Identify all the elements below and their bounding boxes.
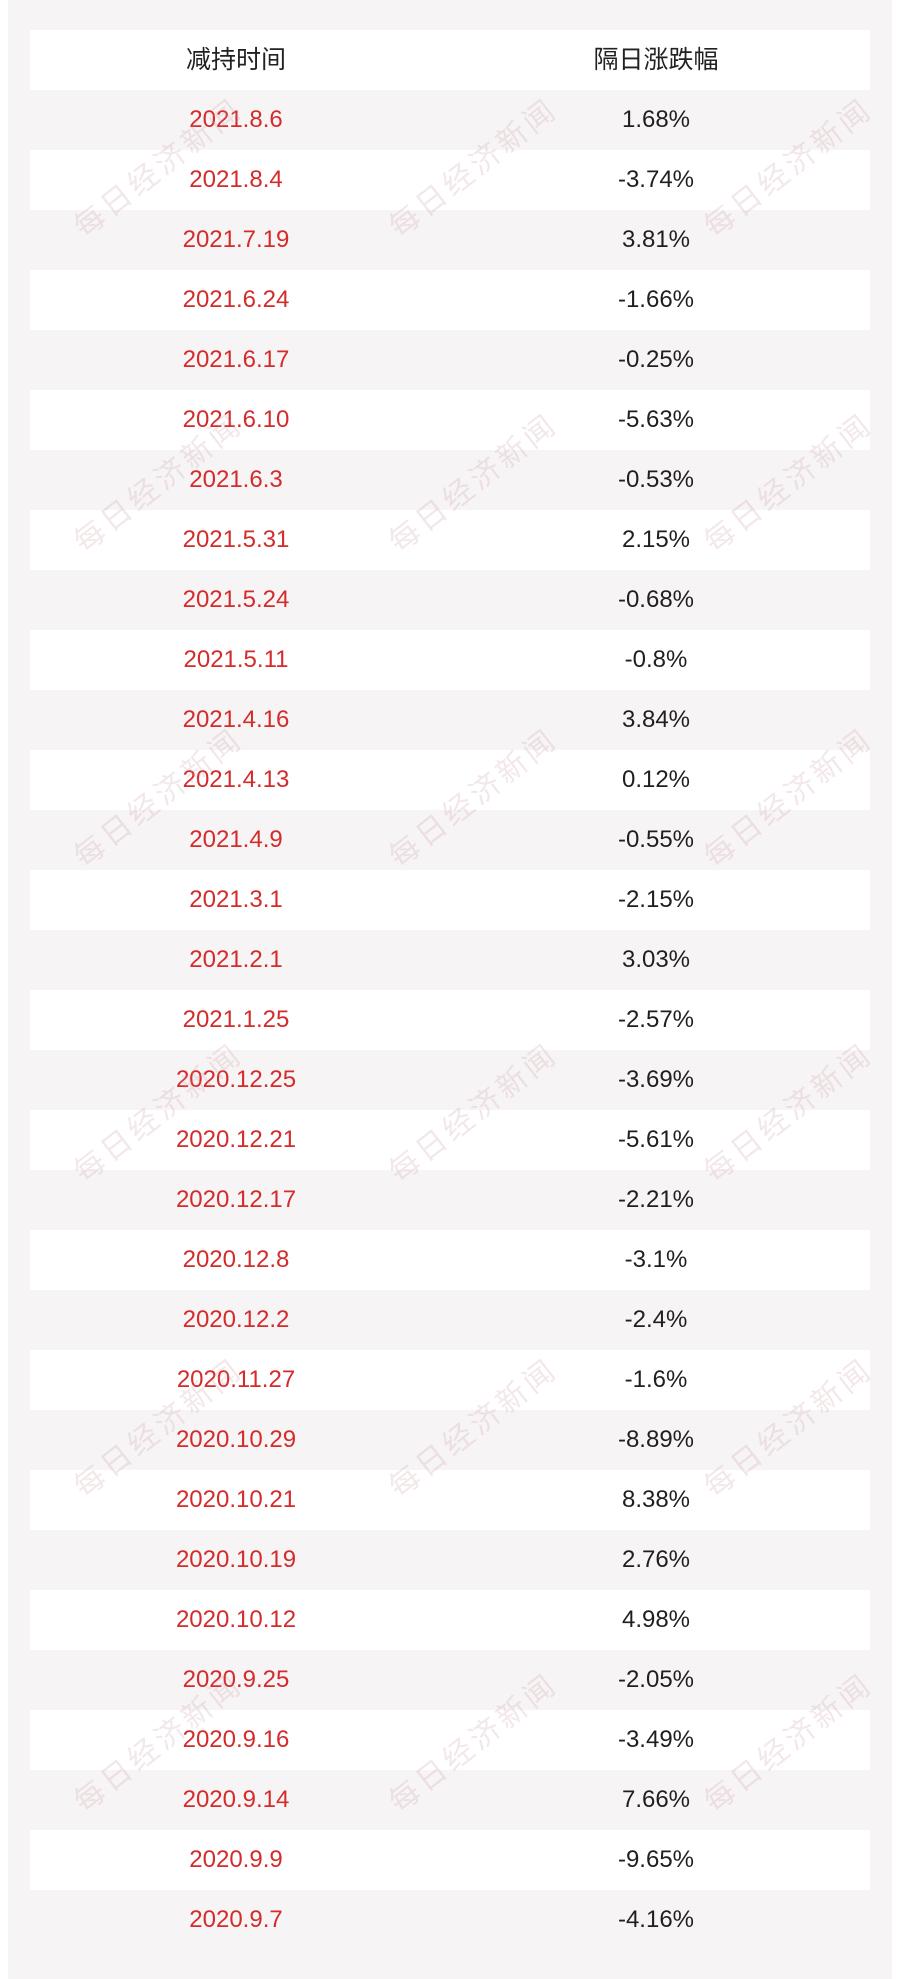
table-row: 2021.6.3 -0.53% [30, 450, 870, 510]
date-cell: 2021.6.17 [182, 346, 290, 373]
table-row: 2020.9.9 -9.65% [30, 1830, 870, 1890]
table-row: 2020.12.8 -3.1% [30, 1230, 870, 1290]
change-cell: -4.16% [617, 1906, 695, 1933]
date-cell: 2020.11.27 [176, 1366, 296, 1393]
date-cell: 2020.12.25 [175, 1066, 297, 1093]
date-cell: 2020.10.21 [175, 1486, 297, 1513]
change-cell: 0.12% [621, 766, 691, 793]
change-cell: 2.15% [621, 526, 691, 553]
change-cell: -9.65% [617, 1846, 695, 1873]
table-row: 2021.4.9 -0.55% [30, 810, 870, 870]
change-cell: 7.66% [621, 1786, 691, 1813]
table-row: 2020.10.29 -8.89% [30, 1410, 870, 1470]
change-cell: -3.1% [624, 1246, 688, 1273]
date-cell: 2021.4.9 [189, 826, 283, 853]
date-cell: 2021.1.25 [182, 1006, 290, 1033]
date-cell: 2021.6.24 [182, 286, 290, 313]
table-row: 2021.7.19 3.81% [30, 210, 870, 270]
change-cell: -2.15% [617, 886, 695, 913]
date-cell: 2020.12.8 [182, 1246, 290, 1273]
table-row: 2021.1.25 -2.57% [30, 990, 870, 1050]
date-cell: 2021.8.6 [189, 106, 283, 133]
header-change: 隔日涨跌幅 [593, 46, 719, 74]
table-row: 2021.5.31 2.15% [30, 510, 870, 570]
date-cell: 2021.5.11 [183, 646, 289, 673]
table-row: 2021.8.4 -3.74% [30, 150, 870, 210]
date-cell: 2020.12.17 [175, 1186, 297, 1213]
date-cell: 2021.5.24 [182, 586, 290, 613]
change-cell: -3.74% [617, 166, 695, 193]
change-cell: -5.63% [617, 406, 695, 433]
date-cell: 2020.10.12 [175, 1606, 297, 1633]
table-row: 2020.12.21 -5.61% [30, 1110, 870, 1170]
change-cell: -0.53% [617, 466, 695, 493]
table-row: 2021.3.1 -2.15% [30, 870, 870, 930]
reduction-table: 减持时间 隔日涨跌幅 2021.8.6 1.68% 2021.8.4 -3.74% 20… [30, 30, 870, 1950]
change-cell: -2.4% [624, 1306, 688, 1333]
change-cell: -1.6% [624, 1366, 688, 1393]
date-cell: 2020.10.29 [175, 1426, 297, 1453]
table-row: 2020.11.27 -1.6% [30, 1350, 870, 1410]
table-row: 2020.9.16 -3.49% [30, 1710, 870, 1770]
table-row: 2020.9.14 7.66% [30, 1770, 870, 1830]
change-cell: -0.25% [617, 346, 695, 373]
table-row: 2020.12.2 -2.4% [30, 1290, 870, 1350]
change-cell: 4.98% [621, 1606, 691, 1633]
date-cell: 2021.8.4 [189, 166, 283, 193]
date-cell: 2021.4.13 [182, 766, 290, 793]
change-cell: 2.76% [621, 1546, 691, 1573]
date-cell: 2020.9.7 [189, 1906, 283, 1933]
date-cell: 2020.9.16 [182, 1726, 290, 1753]
table-row: 2020.9.7 -4.16% [30, 1890, 870, 1950]
date-cell: 2021.4.16 [182, 706, 290, 733]
date-cell: 2020.9.9 [189, 1846, 283, 1873]
table-row: 2020.10.21 8.38% [30, 1470, 870, 1530]
change-cell: -3.49% [617, 1726, 695, 1753]
change-cell: -0.8% [624, 646, 688, 673]
table-row: 2020.12.25 -3.69% [30, 1050, 870, 1110]
change-cell: -3.69% [617, 1066, 695, 1093]
change-cell: -0.68% [617, 586, 695, 613]
date-cell: 2021.6.3 [189, 466, 283, 493]
table-row: 2020.9.25 -2.05% [30, 1650, 870, 1710]
change-cell: -2.05% [617, 1666, 695, 1693]
table-row: 2021.2.1 3.03% [30, 930, 870, 990]
change-cell: 3.84% [621, 706, 691, 733]
date-cell: 2021.7.19 [182, 226, 290, 253]
table-row: 2021.6.10 -5.63% [30, 390, 870, 450]
table-row: 2021.8.6 1.68% [30, 90, 870, 150]
change-cell: 8.38% [621, 1486, 691, 1513]
date-cell: 2021.5.31 [182, 526, 290, 553]
change-cell: 1.68% [621, 106, 691, 133]
date-cell: 2021.6.10 [182, 406, 290, 433]
change-cell: -2.21% [617, 1186, 695, 1213]
table-row: 2021.4.13 0.12% [30, 750, 870, 810]
change-cell: 3.81% [621, 226, 691, 253]
table-row: 2021.4.16 3.84% [30, 690, 870, 750]
date-cell: 2020.10.19 [175, 1546, 297, 1573]
date-cell: 2021.2.1 [189, 946, 283, 973]
date-cell: 2020.12.2 [182, 1306, 290, 1333]
change-cell: 3.03% [621, 946, 691, 973]
header-date: 减持时间 [185, 46, 286, 74]
change-cell: -0.55% [617, 826, 695, 853]
date-cell: 2020.9.14 [182, 1786, 290, 1813]
change-cell: -5.61% [617, 1126, 695, 1153]
change-cell: -8.89% [617, 1426, 695, 1453]
change-cell: -1.66% [617, 286, 695, 313]
date-cell: 2020.9.25 [182, 1666, 290, 1693]
table-row: 2020.10.19 2.76% [30, 1530, 870, 1590]
table-row: 2021.5.11 -0.8% [30, 630, 870, 690]
table-row: 2020.10.12 4.98% [30, 1590, 870, 1650]
table-row: 2021.6.24 -1.66% [30, 270, 870, 330]
date-cell: 2020.12.21 [175, 1126, 297, 1153]
table-row: 2020.12.17 -2.21% [30, 1170, 870, 1230]
date-cell: 2021.3.1 [189, 886, 283, 913]
change-cell: -2.57% [617, 1006, 695, 1033]
table-row: 2021.6.17 -0.25% [30, 330, 870, 390]
table-row: 2021.5.24 -0.68% [30, 570, 870, 630]
table-header-row: 减持时间 隔日涨跌幅 [30, 30, 870, 90]
